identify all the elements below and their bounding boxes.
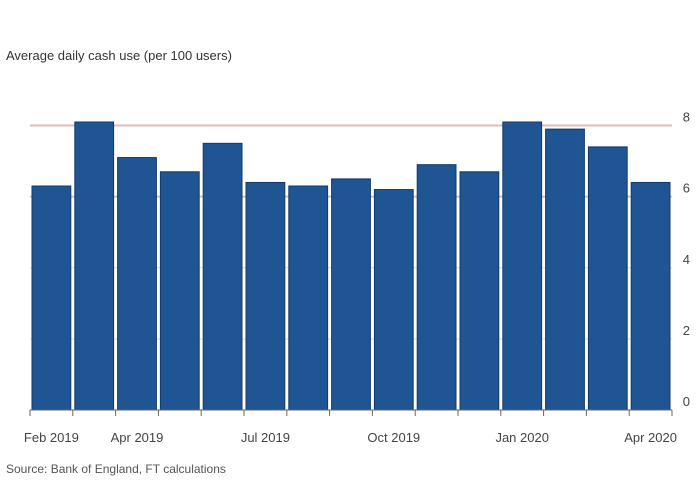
x-tick-label: Apr 2020 <box>624 430 677 445</box>
bar-aug-2019 <box>288 185 329 411</box>
bar-oct-2019 <box>373 189 414 411</box>
y-tick-label: 8 <box>683 110 690 125</box>
x-tick-label: Feb 2019 <box>24 430 79 445</box>
x-tick-label: Jan 2020 <box>495 430 549 445</box>
bars-layer <box>31 121 671 411</box>
x-tick-label: Oct 2019 <box>367 430 420 445</box>
bar-may-2019 <box>159 171 200 411</box>
bar-feb-2020 <box>545 128 585 411</box>
y-tick-label: 0 <box>683 394 690 409</box>
bar-jan-2020 <box>502 121 543 411</box>
bar-mar-2019 <box>74 121 115 411</box>
chart-title: Average daily cash use (per 100 users) <box>6 48 232 63</box>
axis-layer <box>29 409 673 416</box>
x-tick-label: Apr 2019 <box>111 430 164 445</box>
y-tick-label: 6 <box>683 181 690 196</box>
bar-apr-2019 <box>117 157 157 411</box>
bar-jun-2019 <box>202 142 243 411</box>
bar-sep-2019 <box>331 178 371 411</box>
bar-apr-2020 <box>630 181 671 411</box>
bar-dec-2019 <box>459 171 500 411</box>
bar-nov-2019 <box>416 164 457 411</box>
x-tick-label: Jul 2019 <box>241 430 290 445</box>
bar-mar-2020 <box>587 146 628 411</box>
labels-layer: 0 2 4 6 8 Feb 2019 Apr 2019 Jul 2019 Oct 2019 Jan… <box>24 110 690 445</box>
source-note: Source: Bank of England, FT calculations <box>6 462 226 476</box>
bar-feb-2019 <box>31 185 72 411</box>
y-tick-label: 2 <box>683 323 690 338</box>
y-tick-label: 4 <box>683 252 690 267</box>
bar-jul-2019 <box>245 181 286 411</box>
